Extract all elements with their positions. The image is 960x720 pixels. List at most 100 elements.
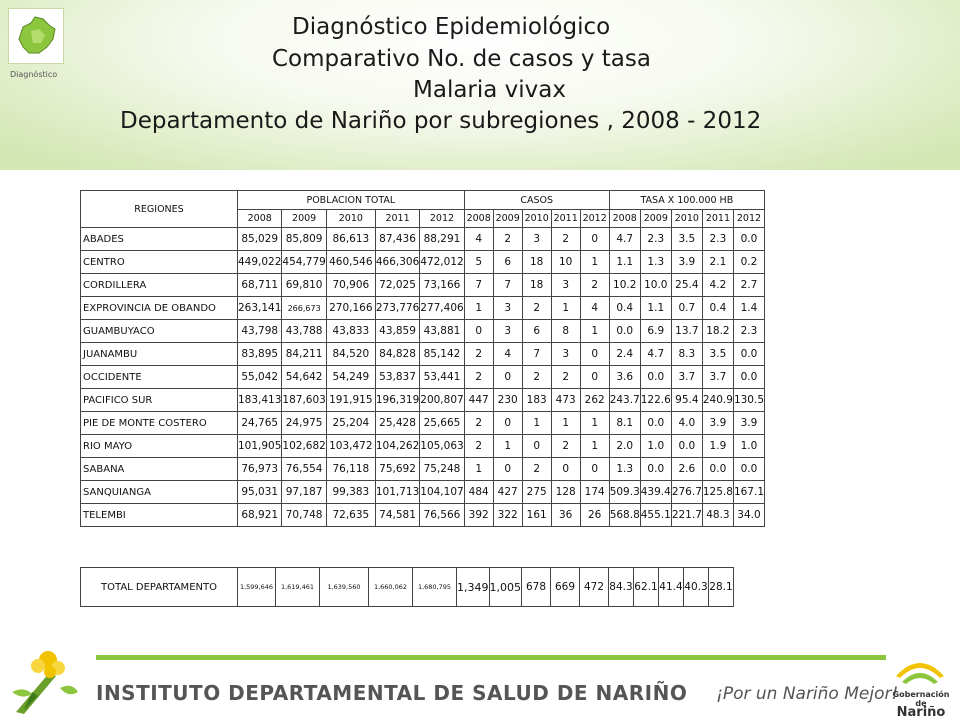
tasa-cell: 4.7 bbox=[639, 342, 672, 366]
table-row: CENTRO 449,022 454,779 460,546 466,306 472,01… bbox=[80, 250, 766, 274]
tasa-cell: 167.1 bbox=[732, 480, 766, 504]
table-row: RIO MAYO 101,905 102,682 103,472 104,262 105,… bbox=[80, 434, 766, 458]
casos-cell: 1 bbox=[579, 411, 610, 435]
casos-cell: 4 bbox=[492, 342, 523, 366]
year-header: 2010 bbox=[325, 209, 376, 228]
tasa-cell: 3.6 bbox=[608, 365, 641, 389]
year-header: 2012 bbox=[419, 209, 465, 228]
tasa-cell: 122.6 bbox=[639, 388, 672, 412]
gobernacion-logo-icon bbox=[896, 663, 944, 684]
tasa-cell: 2.7 bbox=[732, 273, 766, 297]
poblacion-cell: 54,249 bbox=[325, 365, 376, 389]
poblacion-cell: 43,833 bbox=[325, 319, 376, 343]
poblacion-cell: 263,141 bbox=[236, 296, 283, 320]
header-band bbox=[0, 0, 960, 170]
tasa-cell: 1.0 bbox=[639, 434, 672, 458]
tasa-cell: 3.9 bbox=[670, 250, 703, 274]
poblacion-cell: 70,748 bbox=[281, 503, 327, 527]
casos-cell: 2 bbox=[521, 457, 552, 481]
tasa-cell: 125.8 bbox=[701, 480, 734, 504]
casos-cell: 2 bbox=[521, 296, 552, 320]
poblacion-cell: 472,012 bbox=[419, 250, 465, 274]
casos-cell: 1 bbox=[550, 296, 581, 320]
casos-cell: 2 bbox=[463, 342, 494, 366]
casos-cell: 36 bbox=[550, 503, 581, 527]
poblacion-cell: 73,166 bbox=[419, 273, 465, 297]
poblacion-cell: 85,029 bbox=[236, 227, 283, 251]
poblacion-cell: 84,211 bbox=[281, 342, 327, 366]
casos-cell: 2 bbox=[579, 273, 610, 297]
case-year-header: 2008 bbox=[463, 209, 494, 228]
casos-cell: 161 bbox=[521, 503, 552, 527]
casos-cell: 10 bbox=[550, 250, 581, 274]
tasa-cell: 130.5 bbox=[732, 388, 766, 412]
total-tasa: 84.3 bbox=[608, 567, 634, 607]
casos-cell: 2 bbox=[550, 227, 581, 251]
casos-cell: 230 bbox=[492, 388, 523, 412]
tasa-cell: 13.7 bbox=[670, 319, 703, 343]
title-line-1: Diagnóstico Epidemiológico bbox=[292, 14, 611, 40]
casos-cell: 183 bbox=[521, 388, 552, 412]
casos-cell: 2 bbox=[463, 411, 494, 435]
total-casos: 472 bbox=[579, 567, 609, 607]
tasa-cell: 2.3 bbox=[732, 319, 766, 343]
casos-header: CASOS bbox=[463, 190, 610, 210]
tasa-cell: 439.4 bbox=[639, 480, 672, 504]
casos-cell: 18 bbox=[521, 273, 552, 297]
total-pob: 1,680,795 bbox=[412, 567, 457, 607]
tasa-cell: 0.2 bbox=[732, 250, 766, 274]
tasa-cell: 3.5 bbox=[670, 227, 703, 251]
casos-cell: 0 bbox=[579, 227, 610, 251]
casos-cell: 4 bbox=[463, 227, 494, 251]
total-pob: 1,639,560 bbox=[319, 567, 369, 607]
casos-cell: 6 bbox=[492, 250, 523, 274]
poblacion-cell: 273,776 bbox=[374, 296, 421, 320]
casos-cell: 8 bbox=[550, 319, 581, 343]
poblacion-cell: 277,406 bbox=[419, 296, 465, 320]
tasa-cell: 3.5 bbox=[701, 342, 734, 366]
poblacion-cell: 69,810 bbox=[281, 273, 327, 297]
tasa-cell: 509.3 bbox=[608, 480, 641, 504]
tasa-cell: 0.4 bbox=[701, 296, 734, 320]
poblacion-cell: 76,973 bbox=[236, 457, 283, 481]
poblacion-cell: 196,319 bbox=[374, 388, 421, 412]
casos-cell: 447 bbox=[463, 388, 494, 412]
casos-cell: 0 bbox=[579, 365, 610, 389]
poblacion-cell: 200,807 bbox=[419, 388, 465, 412]
tasa-cell: 2.3 bbox=[639, 227, 672, 251]
footer-divider bbox=[96, 655, 886, 660]
casos-cell: 1 bbox=[579, 250, 610, 274]
total-pob: 1,619,461 bbox=[275, 567, 320, 607]
tasa-cell: 1.1 bbox=[639, 296, 672, 320]
poblacion-cell: 43,788 bbox=[281, 319, 327, 343]
poblacion-cell: 84,828 bbox=[374, 342, 421, 366]
year-header: 2009 bbox=[281, 209, 327, 228]
poblacion-cell: 25,428 bbox=[374, 411, 421, 435]
region-cell: CENTRO bbox=[80, 250, 238, 274]
region-cell: GUAMBUYACO bbox=[80, 319, 238, 343]
casos-cell: 3 bbox=[550, 273, 581, 297]
casos-cell: 0 bbox=[492, 457, 523, 481]
tasa-cell: 1.0 bbox=[732, 434, 766, 458]
poblacion-cell: 25,204 bbox=[325, 411, 376, 435]
poblacion-cell: 460,546 bbox=[325, 250, 376, 274]
total-label: TOTAL DEPARTAMENTO bbox=[80, 567, 238, 607]
casos-cell: 7 bbox=[492, 273, 523, 297]
casos-cell: 128 bbox=[550, 480, 581, 504]
tasa-cell: 3.7 bbox=[670, 365, 703, 389]
gobernacion-big-label: Nariño bbox=[896, 705, 946, 720]
case-year-header: 2010 bbox=[521, 209, 552, 228]
poblacion-cell: 24,765 bbox=[236, 411, 283, 435]
casos-cell: 1 bbox=[463, 296, 494, 320]
tasa-cell: 95.4 bbox=[670, 388, 703, 412]
tasa-cell: 0.7 bbox=[670, 296, 703, 320]
total-table: TOTAL DEPARTAMENTO 1,599,646 1,619,461 1… bbox=[80, 567, 734, 607]
tasa-cell: 0.0 bbox=[732, 457, 766, 481]
institute-name: INSTITUTO DEPARTAMENTAL DE SALUD DE NARI… bbox=[96, 681, 688, 705]
tasa-cell: 18.2 bbox=[701, 319, 734, 343]
poblacion-cell: 70,906 bbox=[325, 273, 376, 297]
casos-cell: 0 bbox=[550, 457, 581, 481]
tasa-cell: 8.1 bbox=[608, 411, 641, 435]
logo-caption: Diagnóstico bbox=[10, 70, 58, 79]
tasa-cell: 0.4 bbox=[608, 296, 641, 320]
